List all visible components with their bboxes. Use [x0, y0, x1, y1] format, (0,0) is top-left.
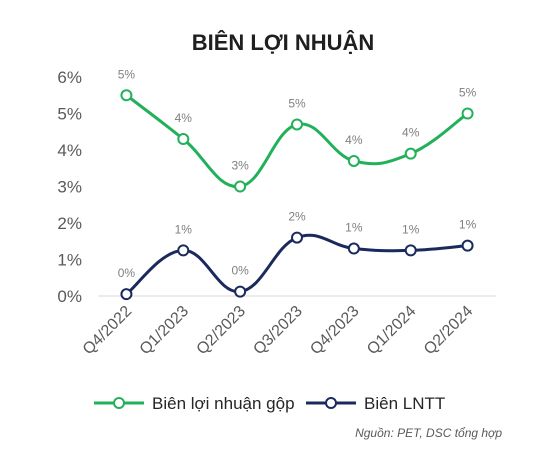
data-point	[291, 118, 303, 131]
data-label: 0%	[118, 266, 136, 280]
data-point	[234, 285, 247, 298]
y-tick-label: 3%	[57, 178, 82, 197]
legend-label: Biên LNTT	[364, 394, 445, 413]
x-tick-label: Q1/2024	[364, 303, 419, 358]
data-label: 4%	[402, 126, 420, 140]
y-tick-label: 4%	[57, 141, 82, 160]
x-tick-label: Q2/2023	[194, 303, 249, 358]
data-label: 3%	[231, 159, 249, 173]
data-point	[347, 154, 360, 167]
data-point	[461, 239, 474, 252]
x-tick-label: Q4/2023	[307, 303, 362, 358]
x-axis: Q4/2022 Q1/2023 Q2/2023 Q3/2023 Q4/2023 Q1/20…	[80, 303, 477, 358]
legend-item: Biên LNTT	[306, 394, 445, 413]
data-point	[177, 133, 190, 146]
data-label: 1%	[402, 222, 420, 236]
data-label: 4%	[175, 111, 193, 125]
data-label: 2%	[288, 210, 306, 224]
x-tick-label: Q3/2023	[250, 303, 305, 358]
data-label: 4%	[345, 133, 363, 147]
data-label: 0%	[231, 264, 249, 278]
data-point	[120, 288, 133, 301]
data-point	[347, 242, 360, 255]
y-axis: 0% 1% 2% 3% 4% 5% 6%	[57, 68, 82, 306]
series-2: 0% 1% 0% 2% 1% 1% 1%	[118, 210, 477, 301]
y-tick-label: 1%	[57, 251, 82, 270]
legend: Biên lợi nhuận gộp Biên LNTT	[94, 394, 445, 413]
y-tick-label: 6%	[57, 68, 82, 87]
chart-title: BIÊN LỢI NHUẬN	[192, 30, 375, 55]
y-tick-label: 5%	[57, 105, 82, 124]
data-label: 1%	[459, 218, 477, 232]
legend-item: Biên lợi nhuận gộp	[94, 394, 295, 413]
legend-label: Biên lợi nhuận gộp	[152, 394, 295, 413]
data-point	[291, 231, 303, 244]
data-point	[404, 147, 417, 160]
series-line	[125, 233, 468, 296]
data-point	[177, 244, 190, 257]
x-tick-label: Q4/2022	[80, 303, 135, 358]
data-point	[234, 180, 247, 193]
data-point	[404, 244, 417, 257]
source-note: Nguồn: PET, DSC tổng hợp	[355, 426, 502, 440]
x-tick-label: Q2/2024	[421, 303, 476, 358]
data-label: 5%	[118, 67, 136, 81]
data-point	[120, 89, 133, 102]
y-tick-label: 0%	[57, 287, 82, 306]
series-layer: 5% 4% 3% 5% 4% 4% 5% 0% 1% 0% 2% 1% 1% 1%	[118, 67, 477, 301]
data-label: 1%	[345, 221, 363, 235]
data-label: 5%	[288, 96, 306, 110]
data-label: 5%	[459, 86, 477, 100]
legend-marker	[113, 397, 125, 409]
x-tick-label: Q1/2023	[137, 303, 192, 358]
legend-marker	[325, 397, 337, 409]
data-point	[461, 107, 474, 120]
series-1: 5% 4% 3% 5% 4% 4% 5%	[118, 67, 477, 193]
data-label: 1%	[175, 222, 193, 236]
y-tick-label: 2%	[57, 214, 82, 233]
